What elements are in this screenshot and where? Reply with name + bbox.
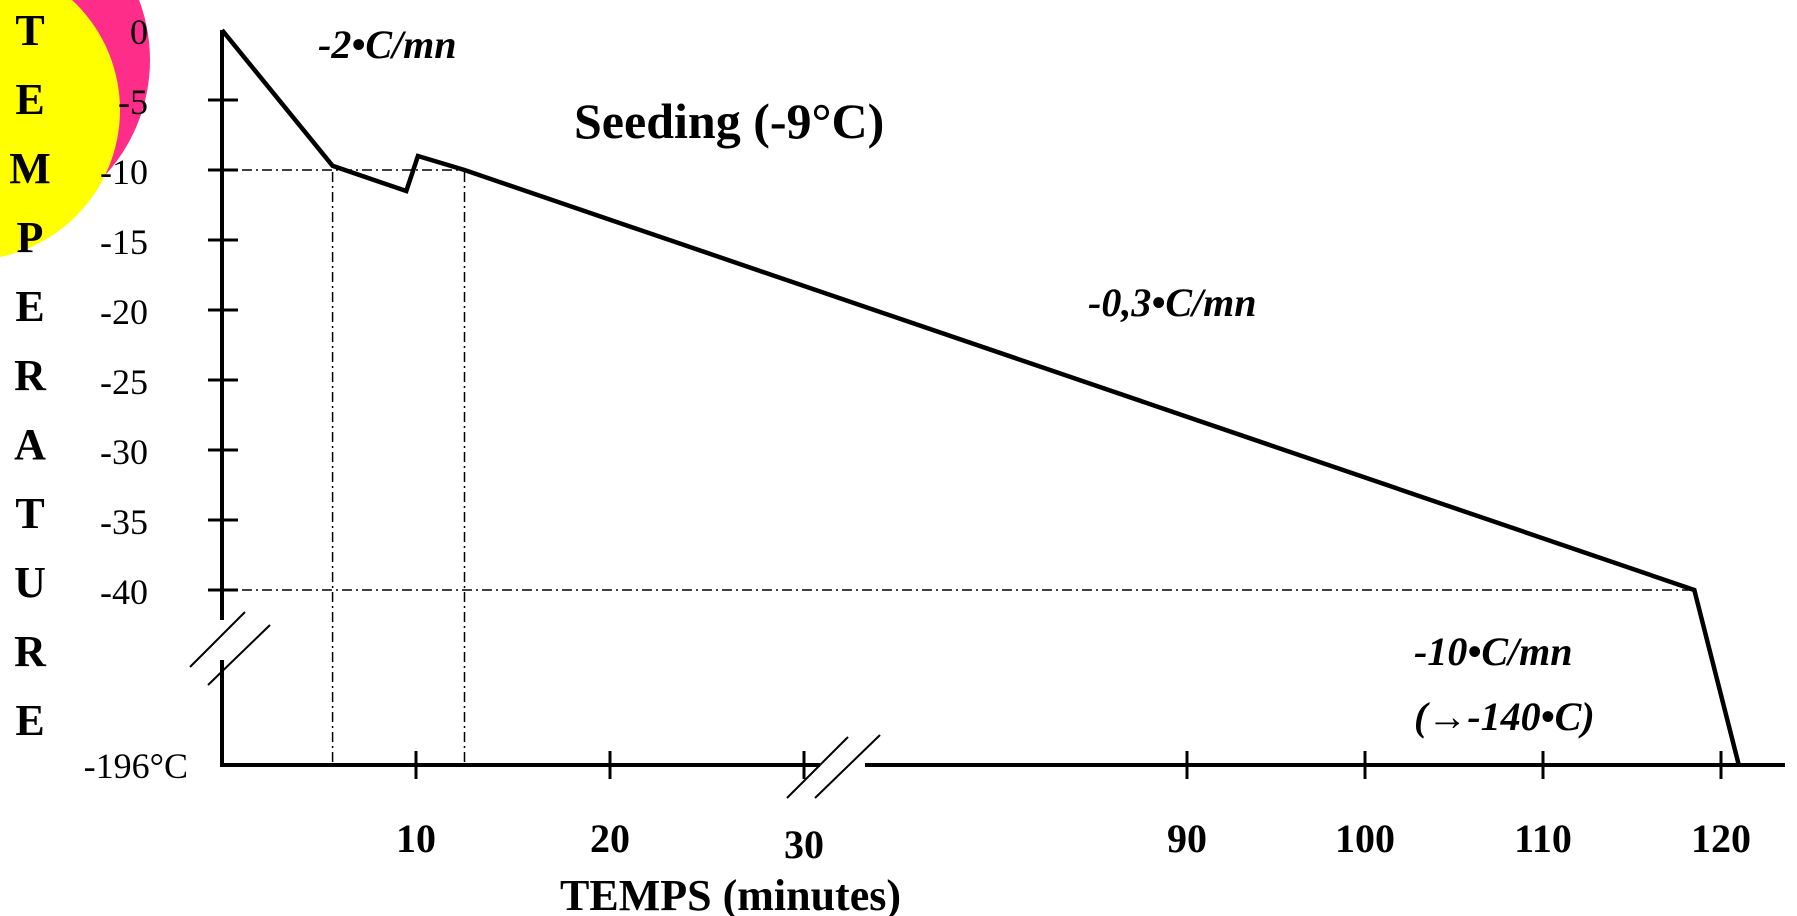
y-axis-title-letter: A (14, 420, 46, 469)
annotation-rate-fast-target: (→-140•C) (1414, 694, 1595, 739)
y-axis-title-letter: E (15, 282, 44, 331)
annotation-rate-initial: -2•C/mn (318, 22, 456, 67)
y-ticks: 0 -5 -10 -15 -20 -25 -30 -35 -40 (100, 12, 238, 612)
y-bottom-label: -196°C (84, 746, 188, 786)
y-tick-label: -40 (100, 572, 148, 612)
x-axis-break-mark-2 (814, 734, 881, 799)
x-axis-break-mark-1 (786, 736, 849, 799)
temperature-curve (220, 28, 1741, 766)
y-tick-label: -20 (100, 292, 148, 332)
y-axis-title-letter: T (15, 6, 44, 55)
x-tick-label: 10 (396, 816, 436, 861)
x-tick-label: 20 (590, 816, 630, 861)
y-axis-break-mark-1 (189, 611, 246, 668)
annotation-rate-fast: -10•C/mn (1414, 629, 1572, 674)
y-axis-title-letter: E (15, 696, 44, 745)
y-tick-label: 0 (130, 12, 148, 52)
y-tick-label: -30 (100, 432, 148, 472)
x-tick-label: 120 (1691, 816, 1751, 861)
corner-inner-circle (0, 0, 120, 257)
y-tick-label: -5 (118, 82, 148, 122)
series (220, 28, 1741, 766)
y-tick-label: -25 (100, 362, 148, 402)
x-tick-label: 90 (1167, 816, 1207, 861)
y-axis-title-letter: U (14, 558, 46, 607)
x-tick-label: 30 (784, 822, 824, 867)
y-axis-title-letter: R (14, 627, 47, 676)
axes (189, 30, 1785, 799)
corner-decoration (0, 0, 150, 257)
x-tick-label: 110 (1514, 816, 1572, 861)
x-tick-label: 100 (1335, 816, 1395, 861)
y-tick-label: -35 (100, 502, 148, 542)
x-ticks: 10 20 30 90 100 110 120 (396, 751, 1751, 867)
annotation-rate-slow: -0,3•C/mn (1088, 280, 1256, 325)
y-axis-title-letter: M (9, 144, 51, 193)
y-axis-title-letter: T (15, 489, 44, 538)
reference-lines (222, 169, 1695, 765)
y-axis-title-letter: E (15, 75, 44, 124)
y-axis-break-mark-2 (207, 624, 271, 686)
y-axis-title-letter: R (14, 351, 47, 400)
y-tick-label: -15 (100, 222, 148, 262)
annotation-seeding: Seeding (-9°C) (574, 93, 884, 149)
x-axis-title: TEMPS (minutes) (560, 871, 901, 916)
y-tick-label: -10 (100, 152, 148, 192)
y-axis-title-letter: P (17, 213, 44, 262)
